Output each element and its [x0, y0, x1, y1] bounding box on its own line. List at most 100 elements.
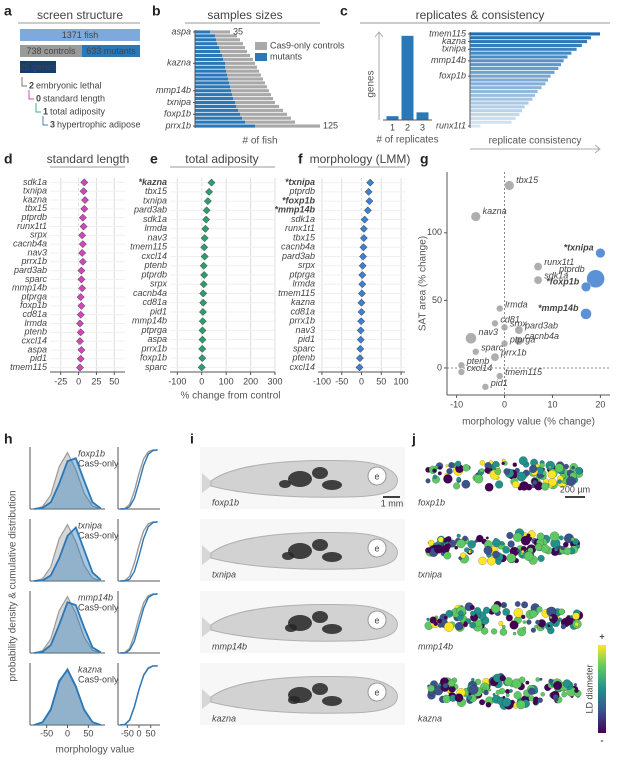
- point: [496, 304, 504, 313]
- mean-marker: [197, 363, 206, 372]
- lipid-droplet: [437, 471, 442, 476]
- panel-letter: f: [298, 151, 303, 167]
- fish-label: mmp14b: [418, 641, 453, 651]
- density-line: [34, 525, 102, 582]
- lipid-droplet: [432, 468, 437, 473]
- point-label: *txnipa: [564, 243, 594, 253]
- fish-label: foxp1b: [418, 497, 445, 507]
- fish-eye: [367, 538, 387, 558]
- mean-marker: [78, 257, 87, 266]
- category-label: mmp14b: [132, 316, 167, 326]
- lipid-droplet: [484, 482, 494, 492]
- lipid-droplet: [492, 550, 500, 559]
- category-label: cxcl14: [21, 336, 47, 346]
- lipid-droplet: [445, 464, 449, 468]
- eye-label: e: [374, 687, 379, 697]
- x-tick-label: 25: [91, 376, 101, 386]
- lipid-droplet: [455, 622, 464, 631]
- point: [465, 332, 477, 344]
- mean-marker: [355, 354, 364, 363]
- mean-marker: [77, 266, 86, 275]
- lipid-droplet: [454, 693, 464, 703]
- x-axis-label: % change from control: [180, 391, 280, 402]
- lipid-droplet: [516, 471, 527, 482]
- series-label: kazna: [78, 664, 102, 674]
- lipid-droplet: [442, 694, 451, 704]
- bar-segment: [195, 104, 236, 109]
- mean-marker: [359, 252, 368, 261]
- outcome-text: standard length: [43, 93, 105, 103]
- category-label: runx1t1: [436, 120, 466, 130]
- lipid-droplet: [453, 482, 461, 490]
- mean-marker: [76, 293, 85, 301]
- ld-map: [425, 456, 584, 492]
- branch-arrow: [28, 90, 34, 100]
- bar-segment: [195, 34, 215, 38]
- lipid-droplet: [478, 556, 487, 565]
- mean-marker: [198, 326, 207, 335]
- lipid-droplet: [513, 608, 523, 618]
- bar: [470, 101, 529, 105]
- category-label: tbx15: [293, 232, 316, 242]
- scale-label: 200 µm: [560, 484, 590, 494]
- point: [514, 336, 524, 346]
- bar-segment: [232, 93, 271, 97]
- density-line: [33, 668, 102, 726]
- panel-letter: h: [4, 431, 13, 447]
- legend-label: mutants: [270, 51, 303, 61]
- lipid-droplet: [533, 700, 538, 706]
- category-label: prrx1b: [20, 256, 47, 266]
- bar-segment: [195, 42, 217, 46]
- panel-title: samples sizes: [207, 8, 282, 22]
- category-label: ptenb: [291, 353, 315, 363]
- fish-fat: [322, 480, 342, 490]
- bar-segment: [195, 61, 225, 65]
- series-label: Cas9-only: [78, 602, 119, 612]
- bar: [470, 36, 591, 40]
- category-label: txnipa: [167, 97, 191, 107]
- bar-segment: [195, 85, 230, 89]
- lipid-droplet: [505, 693, 510, 697]
- fish-image: [202, 676, 398, 714]
- point: [470, 211, 481, 222]
- point-label: lrmda: [505, 299, 528, 309]
- category-label: srpx: [298, 260, 316, 270]
- category-label: sparc: [25, 274, 48, 284]
- legend-label: Cas9-only controls: [270, 40, 345, 50]
- legend-swatch: [255, 53, 267, 61]
- x-axis-label: # of fish: [242, 136, 277, 147]
- ld-map: [425, 528, 581, 566]
- mean-marker: [205, 187, 214, 196]
- point: [595, 248, 606, 259]
- lipid-droplet: [511, 620, 515, 624]
- point-label: *mmp14b: [538, 303, 579, 313]
- bar: [470, 116, 516, 120]
- panel-letter: i: [190, 431, 194, 447]
- category-label: mmp14b: [12, 283, 47, 293]
- series-label: mmp14b: [78, 592, 113, 602]
- lipid-droplet: [562, 679, 572, 688]
- point-label: kazna: [483, 206, 507, 216]
- panel-letter: j: [411, 431, 416, 447]
- bar-segment: [225, 61, 255, 65]
- lipid-droplet: [454, 545, 458, 550]
- lipid-droplet: [438, 466, 442, 470]
- legend-swatch: [255, 42, 267, 50]
- bar-segment: [195, 73, 227, 77]
- lipid-droplet: [488, 688, 492, 692]
- bar: [470, 109, 522, 113]
- y-axis-label: genes: [366, 70, 377, 97]
- category-label: runx1t1: [17, 221, 47, 231]
- fish-fat: [322, 624, 342, 634]
- bar-segment: [195, 46, 219, 50]
- category-label: txnipa: [23, 186, 47, 196]
- bar: [470, 105, 525, 109]
- lipid-droplet: [548, 478, 557, 487]
- cdf-line: [120, 665, 158, 726]
- panel-title: standard length: [47, 152, 130, 166]
- panel-letter: g: [420, 151, 429, 167]
- bar-segment: [219, 46, 245, 50]
- lipid-droplet: [444, 622, 454, 632]
- lipid-droplet: [548, 678, 553, 684]
- colorbar-max: +: [599, 631, 604, 641]
